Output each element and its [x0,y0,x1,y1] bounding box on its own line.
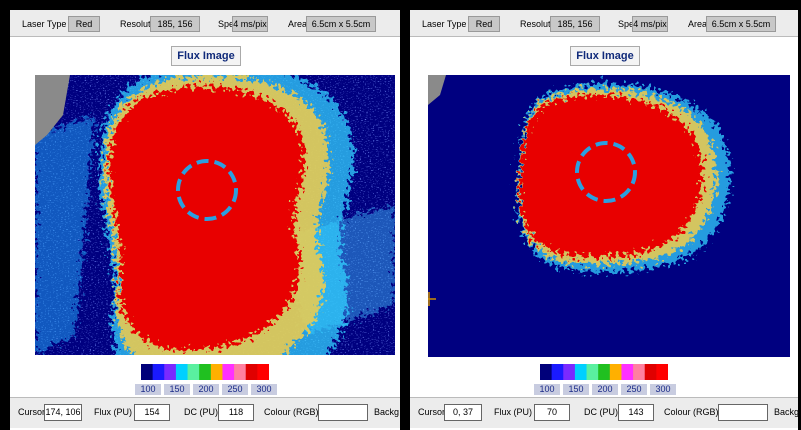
scale-swatch [621,364,633,380]
flux-image [428,75,790,357]
scale-swatch [587,364,599,380]
field-label: Backgro [774,405,798,419]
color-scale [141,364,269,380]
field-label: Laser Type [22,17,66,31]
field-label: DC (PU) [584,405,618,419]
scale-label: 300 [251,384,277,395]
scale-label: 150 [164,384,190,395]
field-label: Backg [374,405,399,419]
field-label: Colour (RGB) [264,405,319,419]
scale-label: 200 [592,384,618,395]
readonly-field: 6.5cm x 5.5cm [706,16,776,32]
scale-swatch [598,364,610,380]
readout-field: 118 [218,404,254,421]
field-label: Laser Type [422,17,466,31]
readout-field: 174, 106 [44,404,82,421]
readout-field: 143 [618,404,654,421]
field-label: Flux (PU) [494,405,532,419]
readonly-field: Red [468,16,500,32]
scale-label: 250 [621,384,647,395]
scale-swatch [199,364,211,380]
readonly-field: 185, 156 [550,16,600,32]
scale-label: 100 [534,384,560,395]
red-region [520,95,703,257]
readonly-field: 185, 156 [150,16,200,32]
scale-swatch [645,364,657,380]
readout-field: 154 [134,404,170,421]
scale-label: 150 [563,384,589,395]
field-label: Flux (PU) [94,405,132,419]
color-scale [540,364,668,380]
scale-swatch [141,364,153,380]
readonly-field: 4 ms/pix [232,16,268,32]
scale-swatch [153,364,165,380]
scale-swatch [234,364,246,380]
scale-swatch [563,364,575,380]
scale-swatch [552,364,564,380]
scale-label: 200 [193,384,219,395]
field-label: Area [288,17,307,31]
readonly-field: Red [68,16,100,32]
scale-swatch [222,364,234,380]
scale-swatch [656,364,668,380]
scale-label: 300 [650,384,676,395]
colour-field [318,404,368,421]
scale-swatch [633,364,645,380]
scale-swatch [257,364,269,380]
field-label: Colour (RGB) [664,405,719,419]
image-title: Flux Image [171,46,241,66]
readonly-field: 4 ms/pix [632,16,668,32]
colour-field [718,404,768,421]
readout-field: 70 [534,404,570,421]
readonly-field: 6.5cm x 5.5cm [306,16,376,32]
scale-swatch [540,364,552,380]
scale-swatch [575,364,587,380]
image-title: Flux Image [570,46,640,66]
readout-field: 0, 37 [444,404,482,421]
screen: Laser TypeRedResolution185, 156Speed4 ms… [0,0,801,430]
field-label: Cursor [418,405,445,419]
scale-swatch [610,364,622,380]
scale-label: 250 [222,384,248,395]
scale-swatch [246,364,258,380]
scale-swatch [211,364,223,380]
scale-swatch [176,364,188,380]
field-label: Cursor [18,405,45,419]
scale-swatch [164,364,176,380]
field-label: Area [688,17,707,31]
field-label: DC (PU) [184,405,218,419]
scale-label: 100 [135,384,161,395]
flux-image [35,75,395,355]
scale-swatch [188,364,200,380]
